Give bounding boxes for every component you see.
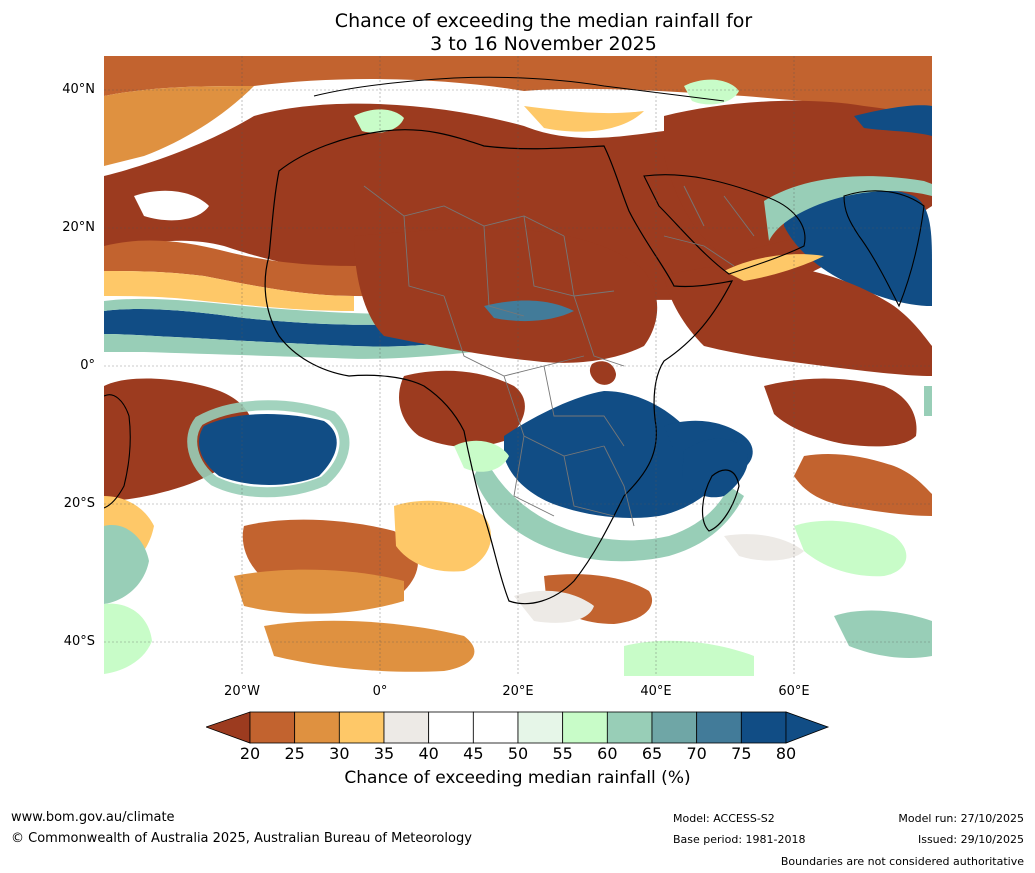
- colorbar-label: Chance of exceeding median rainfall (%): [344, 768, 691, 788]
- atlantic-wet-blob: [199, 414, 337, 485]
- colorbar-tick-label: 40: [418, 744, 439, 763]
- africa-coastline: [264, 129, 734, 605]
- lon-label-20w: 20°W: [224, 684, 260, 699]
- colorbar-tick-label: 25: [284, 744, 305, 763]
- colorbar-cell: [517, 711, 564, 744]
- colorbar-tick-label: 45: [463, 744, 484, 763]
- colorbar-tick-label: 75: [731, 744, 752, 763]
- lon-label-0: 0°: [372, 684, 388, 699]
- rainfall-probability-map: [104, 56, 932, 676]
- colorbar-cell: [606, 711, 653, 744]
- colorbar-cell: [249, 711, 296, 744]
- colorbar-cell: [383, 711, 430, 744]
- lon-label-20e: 20°E: [502, 684, 534, 699]
- model-name: Model: ACCESS-S2: [673, 812, 775, 825]
- colorbar-cell: [562, 711, 608, 744]
- lat-label-20n: 20°N: [62, 220, 95, 235]
- colorbar-tick-label: 70: [686, 744, 707, 763]
- colorbar-cell: [740, 711, 787, 744]
- colorbar-tick-label: 50: [507, 744, 529, 763]
- colorbar-tick-label: 30: [329, 744, 350, 763]
- colorbar-tick-label: 80: [775, 744, 797, 763]
- title-line-2: 3 to 16 November 2025: [430, 33, 657, 55]
- boundaries-disclaimer: Boundaries are not considered authoritat…: [780, 855, 1024, 868]
- map-title: Chance of exceeding the median rainfall …: [0, 10, 1035, 56]
- copyright-text: © Commonwealth of Australia 2025, Austra…: [11, 831, 472, 846]
- colorbar-cell: [338, 711, 385, 744]
- colorbar-cell: [294, 711, 340, 744]
- colorbar-cell: [696, 711, 742, 744]
- colorbar-legend: [206, 711, 830, 744]
- colorbar-tick-label: 60: [597, 744, 618, 763]
- colorbar-tick-label: 65: [641, 744, 663, 763]
- lon-label-40e: 40°E: [640, 684, 672, 699]
- madagascar-outline: [702, 469, 740, 532]
- lat-label-40n: 40°N: [62, 82, 95, 97]
- lat-label-40s: 40°S: [63, 634, 95, 649]
- colorbar-tick-label: 20: [239, 744, 261, 763]
- lat-label-20s: 20°S: [63, 496, 95, 511]
- lon-label-60e: 60°E: [778, 684, 810, 699]
- website-link[interactable]: www.bom.gov.au/climate: [11, 810, 175, 825]
- model-run-date: Model run: 27/10/2025: [898, 812, 1024, 825]
- colorbar-low-extend: [206, 711, 251, 744]
- lat-label-0: 0°: [80, 358, 95, 373]
- colorbar-tick-label: 55: [552, 744, 573, 763]
- issued-date: Issued: 29/10/2025: [917, 833, 1024, 846]
- title-line-1: Chance of exceeding the median rainfall …: [334, 10, 753, 32]
- colorbar-high-extend: [785, 711, 830, 744]
- southern-africa-wet-region: [504, 391, 724, 518]
- guinea-wet-band: [104, 308, 484, 347]
- colorbar-cell: [428, 711, 474, 744]
- colorbar-tick-label: 35: [373, 744, 395, 763]
- colorbar-cell: [651, 711, 698, 744]
- colorbar-cell: [472, 711, 519, 744]
- base-period: Base period: 1981-2018: [673, 833, 806, 846]
